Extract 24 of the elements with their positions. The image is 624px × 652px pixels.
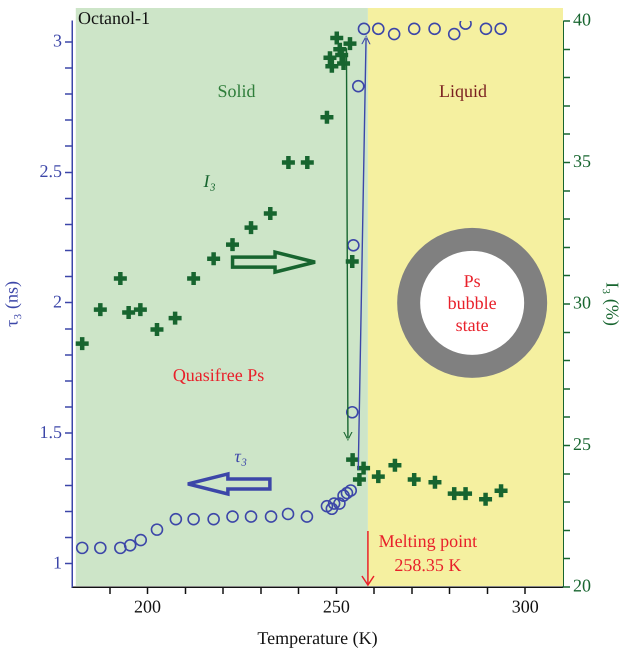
y2-tick-label: 20 [573, 576, 591, 596]
text: τ₃ [234, 446, 248, 468]
y2-tick-label: 35 [573, 151, 591, 172]
y2-axis-title: I₃ (%) [602, 282, 622, 326]
y-tick-label: 2.5 [40, 161, 62, 182]
ref-line-label: Melting point 258.35 K [378, 530, 478, 577]
y2-tick-label: 40 [573, 10, 591, 30]
y-tick-label: 2 [53, 291, 62, 312]
x-axis-title: Temperature (K) [257, 628, 378, 648]
x-tick-label: 200 [134, 596, 162, 617]
y-tick-label: 3 [53, 30, 62, 51]
y2-tick-label: 30 [573, 292, 591, 313]
y-axis-title: τ₃ (ns) [2, 280, 22, 328]
band-label: Liquid [439, 80, 487, 102]
annotation: Quasifree Ps [172, 364, 264, 386]
y-tick-label: 1 [53, 552, 62, 572]
x-tick-label: 300 [512, 596, 539, 617]
y-tick-label: 1.5 [40, 422, 62, 442]
band-label: Solid [217, 80, 256, 102]
x-tick-label: 250 [322, 596, 350, 617]
text: I₃ [203, 170, 216, 192]
annotation: Ps bubble state [446, 270, 498, 336]
annotation: Octanol-1 [78, 8, 150, 29]
y2-tick-label: 25 [573, 434, 591, 454]
